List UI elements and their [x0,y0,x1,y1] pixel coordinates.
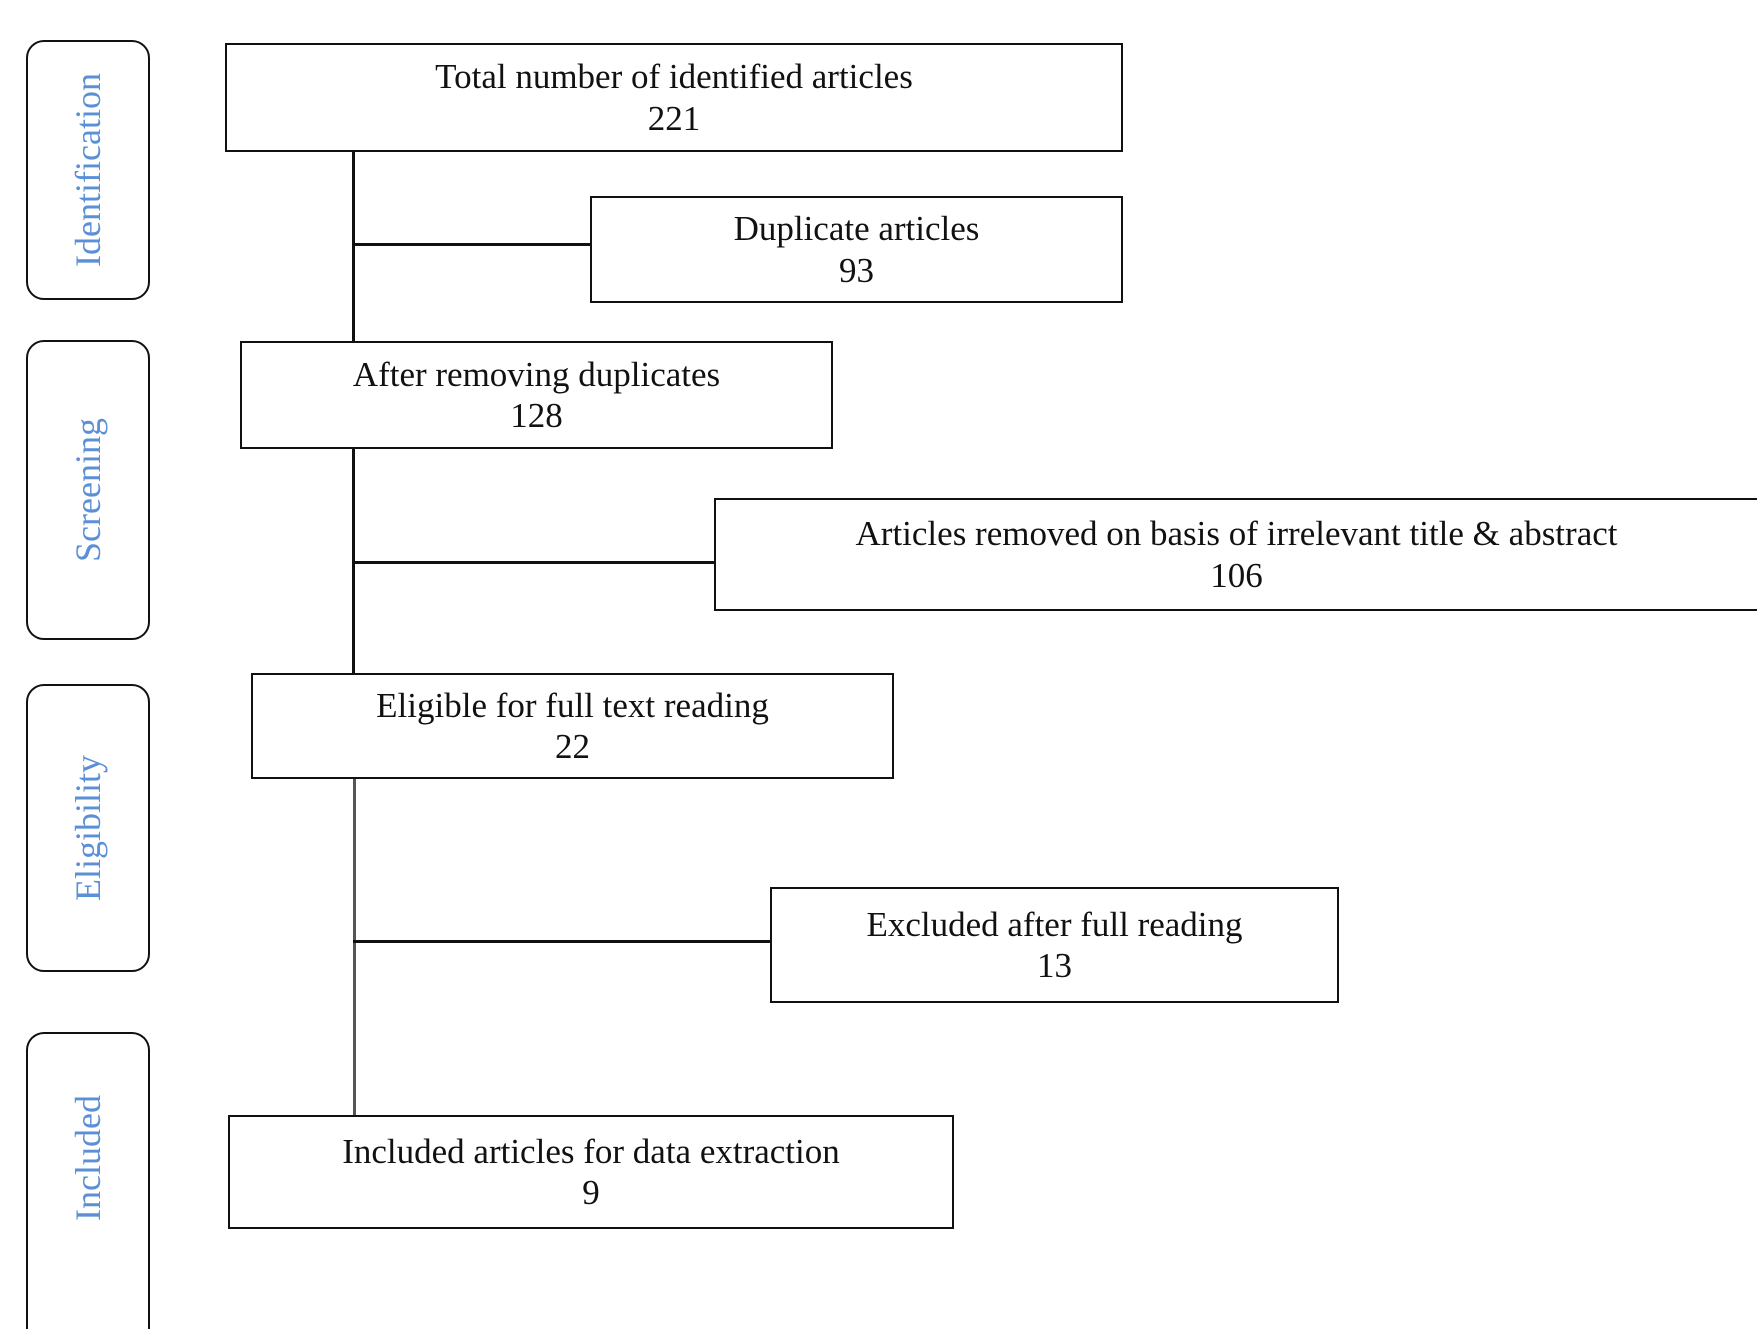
stage-eligibility: Eligibility [26,684,150,972]
eligible-full-text-label: Eligible for full text reading [376,685,769,725]
eligible-full-text-box: Eligible for full text reading 22 [251,673,894,779]
stage-eligibility-label: Eligibility [68,754,108,902]
excluded-full-reading-label: Excluded after full reading [866,904,1243,944]
eligible-full-text-count: 22 [555,727,590,766]
after-removing-duplicates-box: After removing duplicates 128 [240,341,833,449]
identified-articles-label: Total number of identified articles [435,57,913,97]
stage-screening-label: Screening [68,418,108,562]
stage-screening: Screening [26,340,150,640]
stage-included-label: Included [68,1094,108,1221]
duplicate-articles-box: Duplicate articles 93 [590,196,1123,303]
excluded-full-reading-count: 13 [1037,946,1072,985]
excluded-branch [353,940,772,943]
duplicate-articles-label: Duplicate articles [733,209,980,249]
excluded-full-reading-box: Excluded after full reading 13 [770,887,1339,1003]
included-articles-label: Included articles for data extraction [342,1131,840,1171]
duplicate-articles-count: 93 [839,250,874,290]
identified-articles-box: Total number of identified articles 221 [225,43,1123,152]
removed-title-abstract-box: Articles removed on basis of irrelevant … [714,498,1757,611]
removed-branch [352,561,716,564]
stage-included: Included [26,1032,150,1329]
included-articles-box: Included articles for data extraction 9 [228,1115,954,1229]
removed-title-abstract-count: 106 [1210,555,1263,595]
stage-identification-label: Identification [68,73,108,267]
after-removing-duplicates-count: 128 [510,396,563,435]
removed-title-abstract-label: Articles removed on basis of irrelevant … [855,514,1618,554]
after-removing-duplicates-label: After removing duplicates [352,354,721,394]
main-connector-1 [352,151,355,342]
stage-identification: Identification [26,40,150,300]
main-connector-3 [353,777,356,1117]
included-articles-count: 9 [582,1173,600,1212]
identified-articles-count: 221 [647,98,701,138]
duplicates-branch [352,243,591,246]
